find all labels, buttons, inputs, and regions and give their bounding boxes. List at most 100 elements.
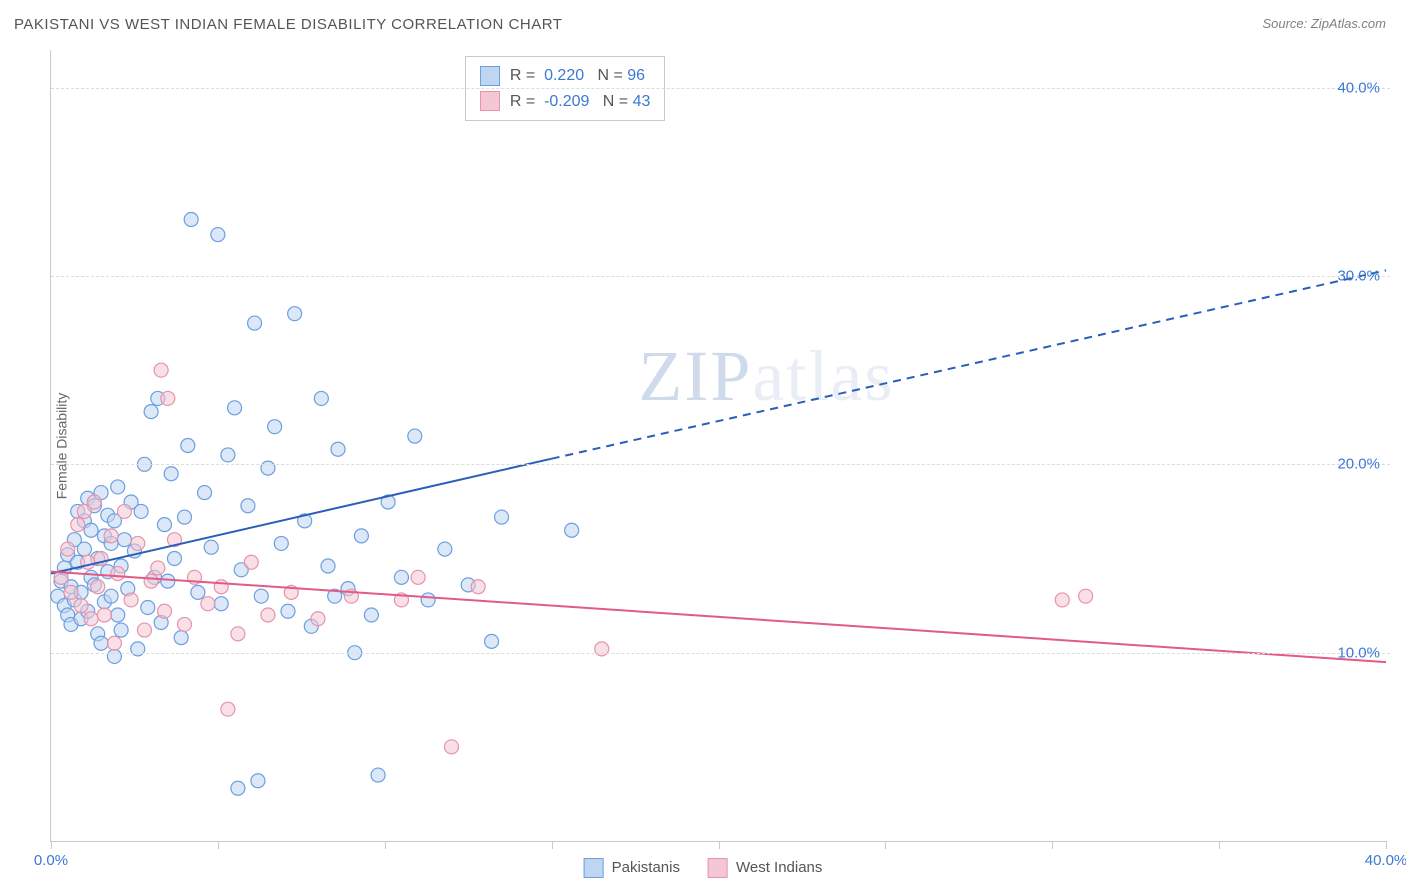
scatter-point [174, 631, 188, 645]
scatter-point [131, 536, 145, 550]
scatter-point [221, 448, 235, 462]
legend-swatch [708, 858, 728, 878]
scatter-point [161, 574, 175, 588]
x-tick [385, 841, 386, 849]
legend-item: West Indians [708, 858, 822, 878]
chart-title: PAKISTANI VS WEST INDIAN FEMALE DISABILI… [14, 16, 562, 33]
scatter-point [565, 523, 579, 537]
scatter-point [181, 439, 195, 453]
scatter-point [274, 536, 288, 550]
scatter-point [211, 228, 225, 242]
x-tick [51, 841, 52, 849]
scatter-point [411, 570, 425, 584]
scatter-point [241, 499, 255, 513]
scatter-point [314, 391, 328, 405]
source-attribution: Source: ZipAtlas.com [1262, 16, 1386, 31]
y-tick-label: 30.0% [1337, 268, 1380, 285]
scatter-point [114, 623, 128, 637]
scatter-point [248, 316, 262, 330]
scatter-point [1079, 589, 1093, 603]
scatter-point [495, 510, 509, 524]
gridline [51, 88, 1390, 89]
scatter-point [91, 580, 105, 594]
r-label: R = [510, 63, 544, 89]
scatter-point [167, 552, 181, 566]
scatter-point [124, 593, 138, 607]
r-label: R = [510, 89, 544, 115]
legend-label: Pakistanis [612, 859, 680, 876]
scatter-point [71, 518, 85, 532]
series-legend: Pakistanis West Indians [584, 858, 823, 878]
scatter-point [107, 636, 121, 650]
scatter-point [261, 461, 275, 475]
scatter-point [311, 612, 325, 626]
scatter-point [244, 555, 258, 569]
scatter-point [161, 391, 175, 405]
n-value: 43 [633, 89, 651, 115]
r-value: -0.209 [544, 89, 589, 115]
scatter-point [137, 623, 151, 637]
scatter-point [228, 401, 242, 415]
scatter-point [131, 642, 145, 656]
gridline [51, 464, 1390, 465]
scatter-point [254, 589, 268, 603]
source-prefix: Source: [1262, 16, 1310, 31]
scatter-point [445, 740, 459, 754]
scatter-point [84, 523, 98, 537]
scatter-point [77, 542, 91, 556]
series-swatch [480, 66, 500, 86]
stats-row: R = 0.220 N = 96 [480, 63, 651, 89]
scatter-point [111, 567, 125, 581]
scatter-point [198, 486, 212, 500]
scatter-point [204, 540, 218, 554]
scatter-point [438, 542, 452, 556]
x-tick [218, 841, 219, 849]
scatter-point [485, 634, 499, 648]
scatter-point [94, 636, 108, 650]
legend-label: West Indians [736, 859, 822, 876]
source-link[interactable]: ZipAtlas.com [1311, 16, 1386, 31]
scatter-point [151, 561, 165, 575]
n-label: N = [589, 89, 632, 115]
scatter-point [184, 213, 198, 227]
scatter-point [251, 774, 265, 788]
x-tick [885, 841, 886, 849]
scatter-point [331, 442, 345, 456]
scatter-point [595, 642, 609, 656]
scatter-point [354, 529, 368, 543]
scatter-point [157, 518, 171, 532]
scatter-point [64, 585, 78, 599]
r-value: 0.220 [544, 63, 584, 89]
scatter-point [221, 702, 235, 716]
x-tick [719, 841, 720, 849]
x-tick [1386, 841, 1387, 849]
scatter-point [154, 363, 168, 377]
legend-swatch [584, 858, 604, 878]
y-tick-label: 20.0% [1337, 456, 1380, 473]
scatter-point [87, 495, 101, 509]
scatter-point [371, 768, 385, 782]
scatter-point [97, 608, 111, 622]
scatter-point [191, 585, 205, 599]
gridline [51, 653, 1390, 654]
stats-row: R = -0.209 N = 43 [480, 89, 651, 115]
scatter-point [408, 429, 422, 443]
x-tick [1219, 841, 1220, 849]
chart-plot-area: ZIPatlas R = 0.220 N = 96R = -0.209 N = … [50, 50, 1386, 842]
scatter-point [164, 467, 178, 481]
y-tick-label: 40.0% [1337, 79, 1380, 96]
scatter-point [214, 580, 228, 594]
x-tick-label: 0.0% [34, 852, 68, 869]
n-value: 96 [627, 63, 645, 89]
scatter-point [111, 608, 125, 622]
scatter-point [1055, 593, 1069, 607]
scatter-point [104, 529, 118, 543]
chart-svg-layer [51, 50, 1386, 841]
scatter-point [231, 781, 245, 795]
scatter-point [231, 627, 245, 641]
scatter-point [214, 597, 228, 611]
x-tick [1052, 841, 1053, 849]
x-tick-label: 40.0% [1365, 852, 1406, 869]
scatter-point [261, 608, 275, 622]
scatter-point [104, 589, 118, 603]
